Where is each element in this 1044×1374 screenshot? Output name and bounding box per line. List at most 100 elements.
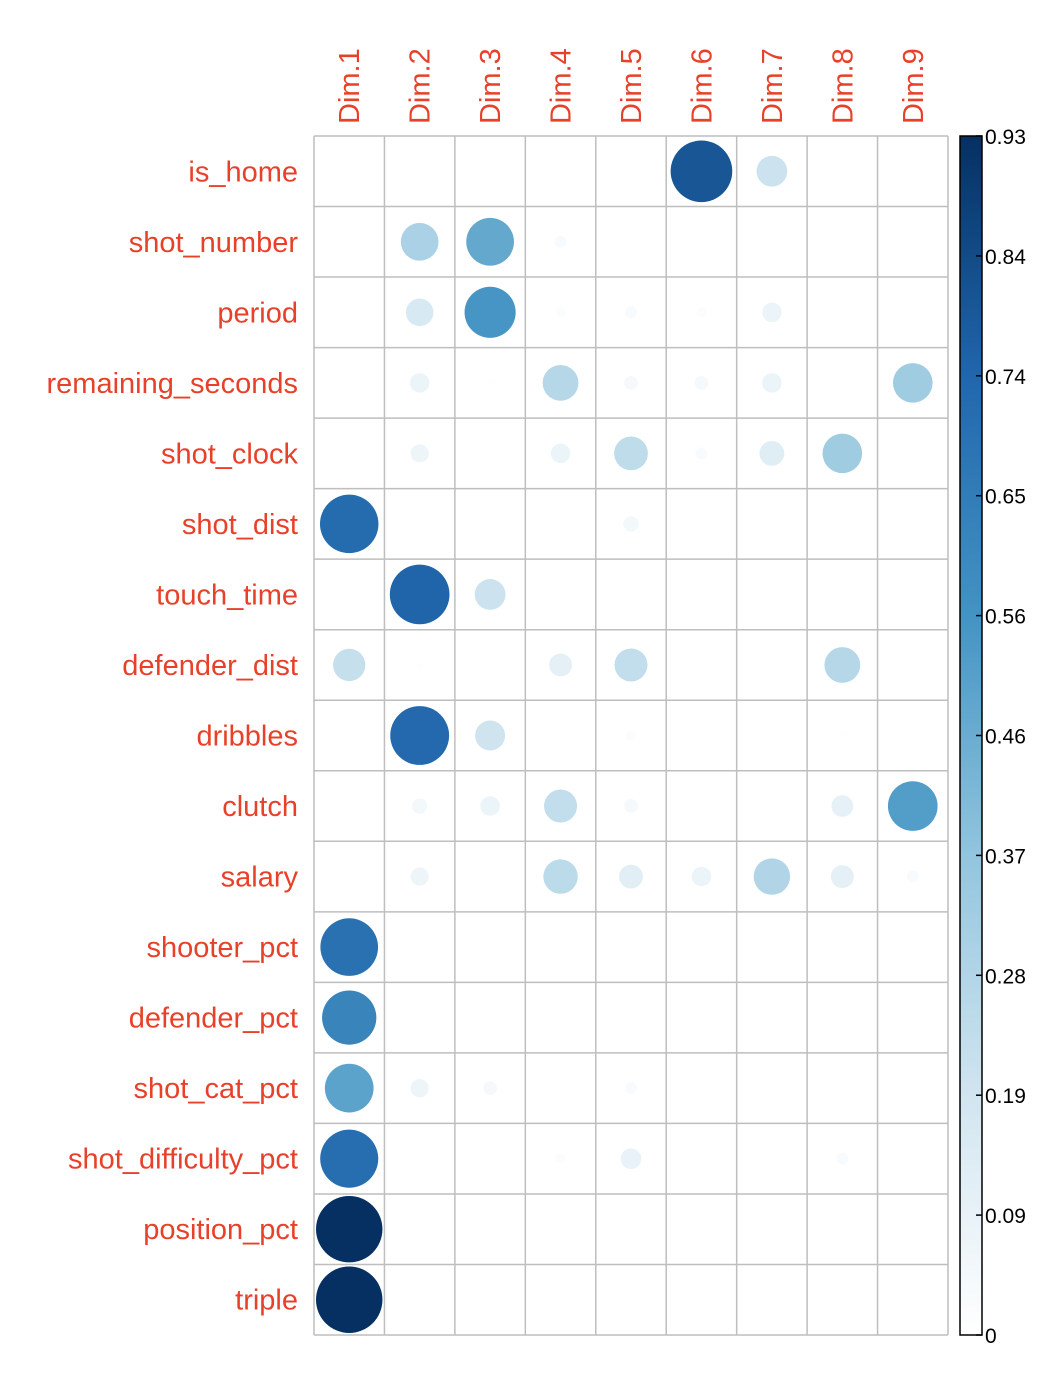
- column-label-Dim.6: Dim.6: [686, 48, 718, 124]
- column-label-Dim.7: Dim.7: [757, 48, 789, 124]
- cell-circle-salary-Dim.2: [410, 867, 429, 886]
- cell-circle-shot_cat_pct-Dim.2: [410, 1079, 429, 1098]
- cell-circle-period-Dim.3: [464, 286, 516, 338]
- colorbar-tick-label: 0.65: [985, 486, 1026, 509]
- cell-circle-period-Dim.4: [555, 307, 566, 318]
- cell-circle-clutch-Dim.8: [831, 795, 854, 817]
- cell-circle-shot_difficulty_pct-Dim.5: [620, 1148, 642, 1170]
- cell-circle-clutch-Dim.9: [887, 781, 938, 831]
- cell-circle-salary-Dim.7: [753, 858, 791, 895]
- row-label-salary: salary: [221, 862, 299, 894]
- cell-circle-is_home-Dim.6: [670, 140, 733, 203]
- row-label-dribbles: dribbles: [196, 721, 298, 753]
- cell-circle-shot_dist-Dim.5: [623, 516, 639, 532]
- cell-circle-salary-Dim.4: [543, 859, 578, 894]
- column-label-Dim.3: Dim.3: [475, 48, 507, 124]
- cell-circle-defender_dist-Dim.1: [333, 648, 366, 682]
- cell-circle-remaining_seconds-Dim.4: [542, 364, 579, 401]
- cell-circle-clutch-Dim.5: [624, 799, 638, 813]
- cell-circle-shooter_pct-Dim.1: [320, 918, 379, 976]
- cell-circle-salary-Dim.8: [830, 865, 854, 888]
- row-label-shot_dist: shot_dist: [182, 509, 298, 541]
- colorbar-tick-label: 0.19: [985, 1085, 1026, 1108]
- cell-circle-remaining_seconds-Dim.9: [892, 363, 933, 403]
- row-label-touch_time: touch_time: [156, 579, 298, 611]
- cell-circle-remaining_seconds-Dim.5: [624, 375, 638, 390]
- column-label-Dim.5: Dim.5: [616, 48, 648, 124]
- cell-circle-dribbles-Dim.2: [390, 706, 450, 765]
- cell-circle-shot_number-Dim.4: [554, 235, 567, 248]
- row-label-remaining_seconds: remaining_seconds: [47, 368, 298, 400]
- cell-circle-shot_clock-Dim.2: [410, 444, 429, 463]
- cell-circle-defender_dist-Dim.4: [549, 653, 572, 677]
- cell-circle-dribbles-Dim.5: [626, 730, 636, 741]
- cell-circle-position_pct-Dim.1: [316, 1195, 383, 1263]
- cell-circle-is_home-Dim.7: [756, 155, 788, 187]
- cell-circle-clutch-Dim.2: [411, 798, 428, 814]
- cell-circle-defender_dist-Dim.2: [416, 661, 424, 669]
- column-label-Dim.4: Dim.4: [546, 48, 578, 124]
- cell-circle-salary-Dim.6: [691, 866, 712, 887]
- colorbar-tick-label: 0.93: [985, 126, 1026, 149]
- circles: [316, 140, 938, 1333]
- row-label-clutch: clutch: [222, 791, 298, 823]
- row-label-shooter_pct: shooter_pct: [146, 932, 298, 964]
- cell-circle-shot_clock-Dim.4: [550, 443, 571, 464]
- cell-circle-defender_dist-Dim.8: [824, 647, 861, 683]
- cell-circle-period-Dim.5: [625, 306, 637, 319]
- colorbar-tick-label: 0.56: [985, 606, 1026, 629]
- grid: [313, 135, 949, 1336]
- row-label-shot_cat_pct: shot_cat_pct: [134, 1073, 298, 1105]
- cell-circle-clutch-Dim.3: [480, 796, 500, 816]
- cell-circle-triple-Dim.1: [316, 1266, 383, 1333]
- cell-circle-shot_number-Dim.3: [466, 217, 514, 266]
- colorbar-tick-label: 0.09: [985, 1205, 1026, 1228]
- cell-circle-period-Dim.7: [762, 302, 782, 323]
- column-label-Dim.9: Dim.9: [898, 48, 930, 124]
- row-label-is_home: is_home: [188, 156, 298, 188]
- column-labels: Dim.1 Dim.2 Dim.3 Dim.4 Dim.5 Dim.6 Dim.7 Dim.8…: [334, 48, 930, 124]
- cell-circle-dribbles-Dim.3: [475, 720, 506, 751]
- colorbar-tick-label: 0.74: [985, 366, 1026, 389]
- cell-circle-shot_cat_pct-Dim.1: [324, 1063, 374, 1113]
- row-label-position_pct: position_pct: [143, 1214, 298, 1246]
- cell-circle-shot_number-Dim.2: [400, 222, 439, 261]
- row-label-defender_pct: defender_pct: [129, 1003, 298, 1035]
- column-label-Dim.1: Dim.1: [334, 48, 366, 124]
- colorbar: 0.93 0.84 0.74 0.65 0.56 0.46 0.37 0.28 0.19 0.09…: [959, 126, 1026, 1348]
- row-label-shot_clock: shot_clock: [161, 438, 299, 470]
- cell-circle-shot_cat_pct-Dim.5: [625, 1082, 637, 1095]
- cell-circle-remaining_seconds-Dim.3: [486, 379, 494, 387]
- row-label-shot_number: shot_number: [129, 227, 299, 259]
- cell-circle-shot_clock-Dim.7: [759, 440, 785, 466]
- colorbar-tick-label: 0.28: [985, 965, 1026, 988]
- cell-circle-shot_difficulty_pct-Dim.1: [320, 1129, 379, 1188]
- cell-circle-salary-Dim.9: [906, 870, 919, 883]
- cell-circle-remaining_seconds-Dim.7: [762, 373, 782, 393]
- cell-circle-shot_clock-Dim.8: [822, 433, 863, 474]
- cell-circle-remaining_seconds-Dim.6: [694, 375, 709, 390]
- cell-circle-period-Dim.6: [696, 307, 707, 318]
- cell-circle-defender_dist-Dim.5: [614, 648, 648, 682]
- colorbar-tick-label: 0.37: [985, 845, 1026, 868]
- column-label-Dim.8: Dim.8: [827, 48, 859, 124]
- cell-circle-shot_difficulty_pct-Dim.4: [555, 1153, 566, 1164]
- cell-circle-remaining_seconds-Dim.2: [409, 373, 430, 393]
- row-label-defender_dist: defender_dist: [122, 650, 298, 682]
- cell-circle-clutch-Dim.4: [544, 789, 578, 823]
- colorbar-tick-label: 0: [985, 1325, 997, 1348]
- cell-circle-shot_cat_pct-Dim.3: [483, 1081, 498, 1096]
- cell-circle-dribbles-Dim.8: [838, 732, 846, 739]
- cell-circle-salary-Dim.5: [619, 864, 643, 889]
- column-label-Dim.2: Dim.2: [405, 48, 437, 124]
- cell-circle-defender_pct-Dim.1: [322, 990, 377, 1045]
- cell-circle-period-Dim.2: [405, 298, 434, 327]
- row-label-period: period: [217, 297, 298, 329]
- cell-circle-shot_difficulty_pct-Dim.8: [836, 1152, 849, 1165]
- colorbar-tick-label: 0.84: [985, 246, 1026, 269]
- cell-circle-touch_time-Dim.2: [389, 564, 450, 625]
- row-label-triple: triple: [235, 1285, 298, 1317]
- cell-circle-shot_clock-Dim.5: [614, 436, 648, 471]
